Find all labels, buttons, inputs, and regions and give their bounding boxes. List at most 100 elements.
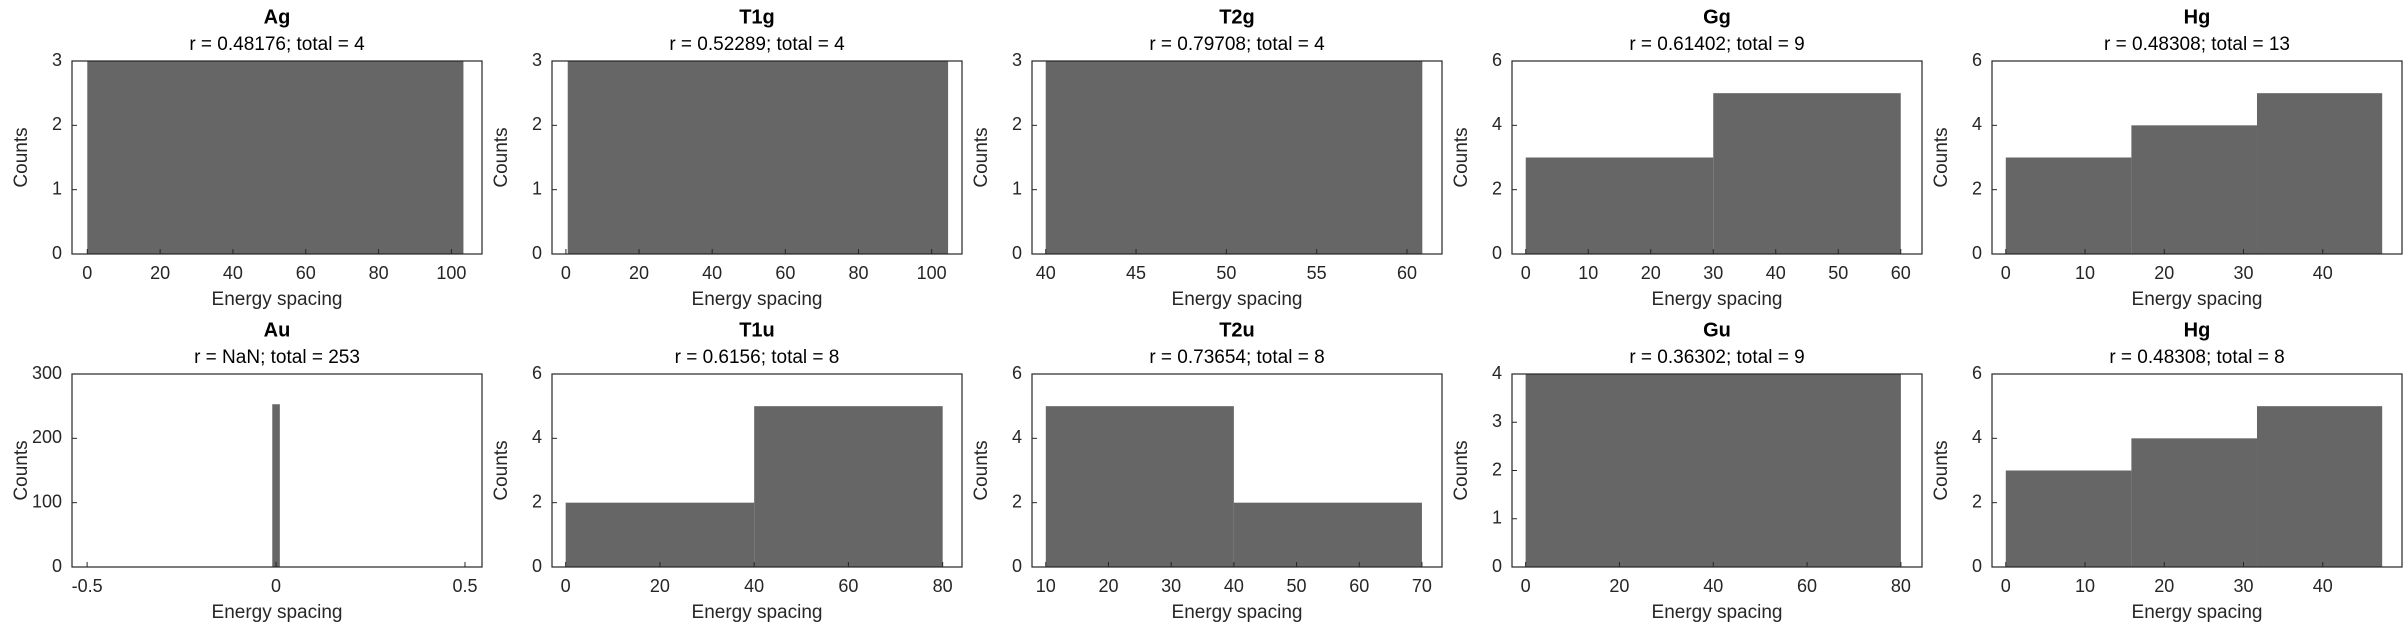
x-tick-label: 0.5 <box>452 576 477 596</box>
chart-title: Hg <box>2184 319 2211 341</box>
x-axis-label: Energy spacing <box>212 289 343 310</box>
y-axis-label: Counts <box>971 440 992 500</box>
x-tick-label: 10 <box>1036 576 1056 596</box>
chart-title: Au <box>264 319 291 341</box>
y-tick-label: 0 <box>532 556 542 576</box>
y-tick-label: 4 <box>1492 114 1502 134</box>
y-tick-label: 6 <box>532 363 542 383</box>
y-tick-label: 6 <box>1012 363 1022 383</box>
x-tick-label: -0.5 <box>72 576 103 596</box>
y-tick-label: 3 <box>52 50 62 70</box>
x-tick-label: 0 <box>271 576 281 596</box>
histogram-bar <box>2256 93 2383 255</box>
x-tick-label: 0 <box>1521 576 1531 596</box>
x-axis-label: Energy spacing <box>2132 289 2263 310</box>
x-axis-label: Energy spacing <box>1652 602 1783 623</box>
y-axis-label: Counts <box>11 127 32 187</box>
x-axis-label: Energy spacing <box>2132 602 2263 623</box>
x-tick-label: 60 <box>838 576 858 596</box>
histogram-bar <box>2256 406 2383 567</box>
x-tick-label: 0 <box>561 576 571 596</box>
y-tick-label: 200 <box>32 427 62 447</box>
x-tick-label: 70 <box>1412 576 1432 596</box>
y-tick-label: 3 <box>532 50 542 70</box>
y-tick-label: 2 <box>532 491 542 511</box>
x-tick-label: 0 <box>561 263 571 283</box>
x-tick-label: 40 <box>702 263 722 283</box>
x-tick-label: 60 <box>296 263 316 283</box>
y-tick-label: 0 <box>1012 243 1022 263</box>
y-tick-label: 0 <box>1492 243 1502 263</box>
chart-subtitle: r = 0.73654; total = 8 <box>1149 347 1324 368</box>
axes-box <box>1991 60 2403 255</box>
x-tick-label: 40 <box>1766 263 1786 283</box>
x-tick-label: 40 <box>1703 576 1723 596</box>
y-tick-label: 2 <box>532 114 542 134</box>
y-tick-label: 2 <box>1972 491 1982 511</box>
x-axis-label: Energy spacing <box>1172 289 1303 310</box>
y-axis-label: Counts <box>491 440 512 500</box>
histogram-bar <box>2131 125 2257 254</box>
x-tick-label: 60 <box>1891 263 1911 283</box>
y-tick-label: 1 <box>1012 178 1022 198</box>
y-tick-label: 0 <box>1492 556 1502 576</box>
y-tick-label: 3 <box>1492 411 1502 431</box>
chart-title: Gu <box>1703 319 1731 341</box>
chart-subtitle: r = NaN; total = 253 <box>194 347 360 368</box>
x-tick-label: 100 <box>436 263 466 283</box>
y-axis-label: Counts <box>1451 127 1472 187</box>
x-tick-label: 0 <box>1521 263 1531 283</box>
histogram-bar <box>2005 470 2132 567</box>
y-tick-label: 2 <box>1492 178 1502 198</box>
chart-subtitle: r = 0.36302; total = 9 <box>1629 347 1804 368</box>
chart-subtitle: r = 0.52289; total = 4 <box>669 34 845 55</box>
x-tick-label: 20 <box>629 263 649 283</box>
y-tick-label: 0 <box>52 243 62 263</box>
x-tick-label: 60 <box>1397 263 1417 283</box>
axes-box <box>551 60 963 255</box>
x-tick-label: 40 <box>1036 263 1056 283</box>
x-tick-label: 40 <box>2313 263 2333 283</box>
y-tick-label: 6 <box>1492 50 1502 70</box>
y-axis-label: Counts <box>11 440 32 500</box>
chart-subtitle: r = 0.48176; total = 4 <box>189 34 365 55</box>
chart-subtitle: r = 0.48308; total = 13 <box>2104 34 2290 55</box>
y-tick-label: 2 <box>1492 459 1502 479</box>
histogram-bar <box>1045 406 1234 567</box>
x-tick-label: 0 <box>2001 576 2011 596</box>
chart-subtitle: r = 0.79708; total = 4 <box>1149 34 1325 55</box>
x-tick-label: 10 <box>1578 263 1598 283</box>
x-tick-label: 55 <box>1307 263 1327 283</box>
x-tick-label: 20 <box>1098 576 1118 596</box>
x-tick-label: 50 <box>1287 576 1307 596</box>
x-tick-label: 45 <box>1126 263 1146 283</box>
y-tick-label: 3 <box>1012 50 1022 70</box>
y-tick-label: 1 <box>1492 508 1502 528</box>
histogram-bar <box>2005 157 2132 254</box>
axes-box <box>71 373 483 568</box>
y-tick-label: 0 <box>532 243 542 263</box>
histogram-bar <box>1713 93 1901 255</box>
x-tick-label: 0 <box>82 263 92 283</box>
axes-box <box>551 373 963 568</box>
chart-title: T2g <box>1219 6 1255 28</box>
x-tick-label: 30 <box>2233 576 2253 596</box>
chart-title: T2u <box>1219 319 1255 341</box>
x-tick-label: 40 <box>1224 576 1244 596</box>
x-tick-label: 0 <box>2001 263 2011 283</box>
y-axis-label: Counts <box>491 127 512 187</box>
x-tick-label: 30 <box>1703 263 1723 283</box>
x-tick-label: 30 <box>2233 263 2253 283</box>
y-tick-label: 0 <box>1012 556 1022 576</box>
axes-box <box>1511 60 1923 255</box>
y-tick-label: 2 <box>1972 178 1982 198</box>
x-axis-label: Energy spacing <box>692 602 823 623</box>
histogram-bar <box>87 61 464 254</box>
y-tick-label: 0 <box>52 556 62 576</box>
x-tick-label: 20 <box>1609 576 1629 596</box>
y-tick-label: 2 <box>52 114 62 134</box>
x-tick-label: 10 <box>2075 576 2095 596</box>
x-axis-label: Energy spacing <box>692 289 823 310</box>
